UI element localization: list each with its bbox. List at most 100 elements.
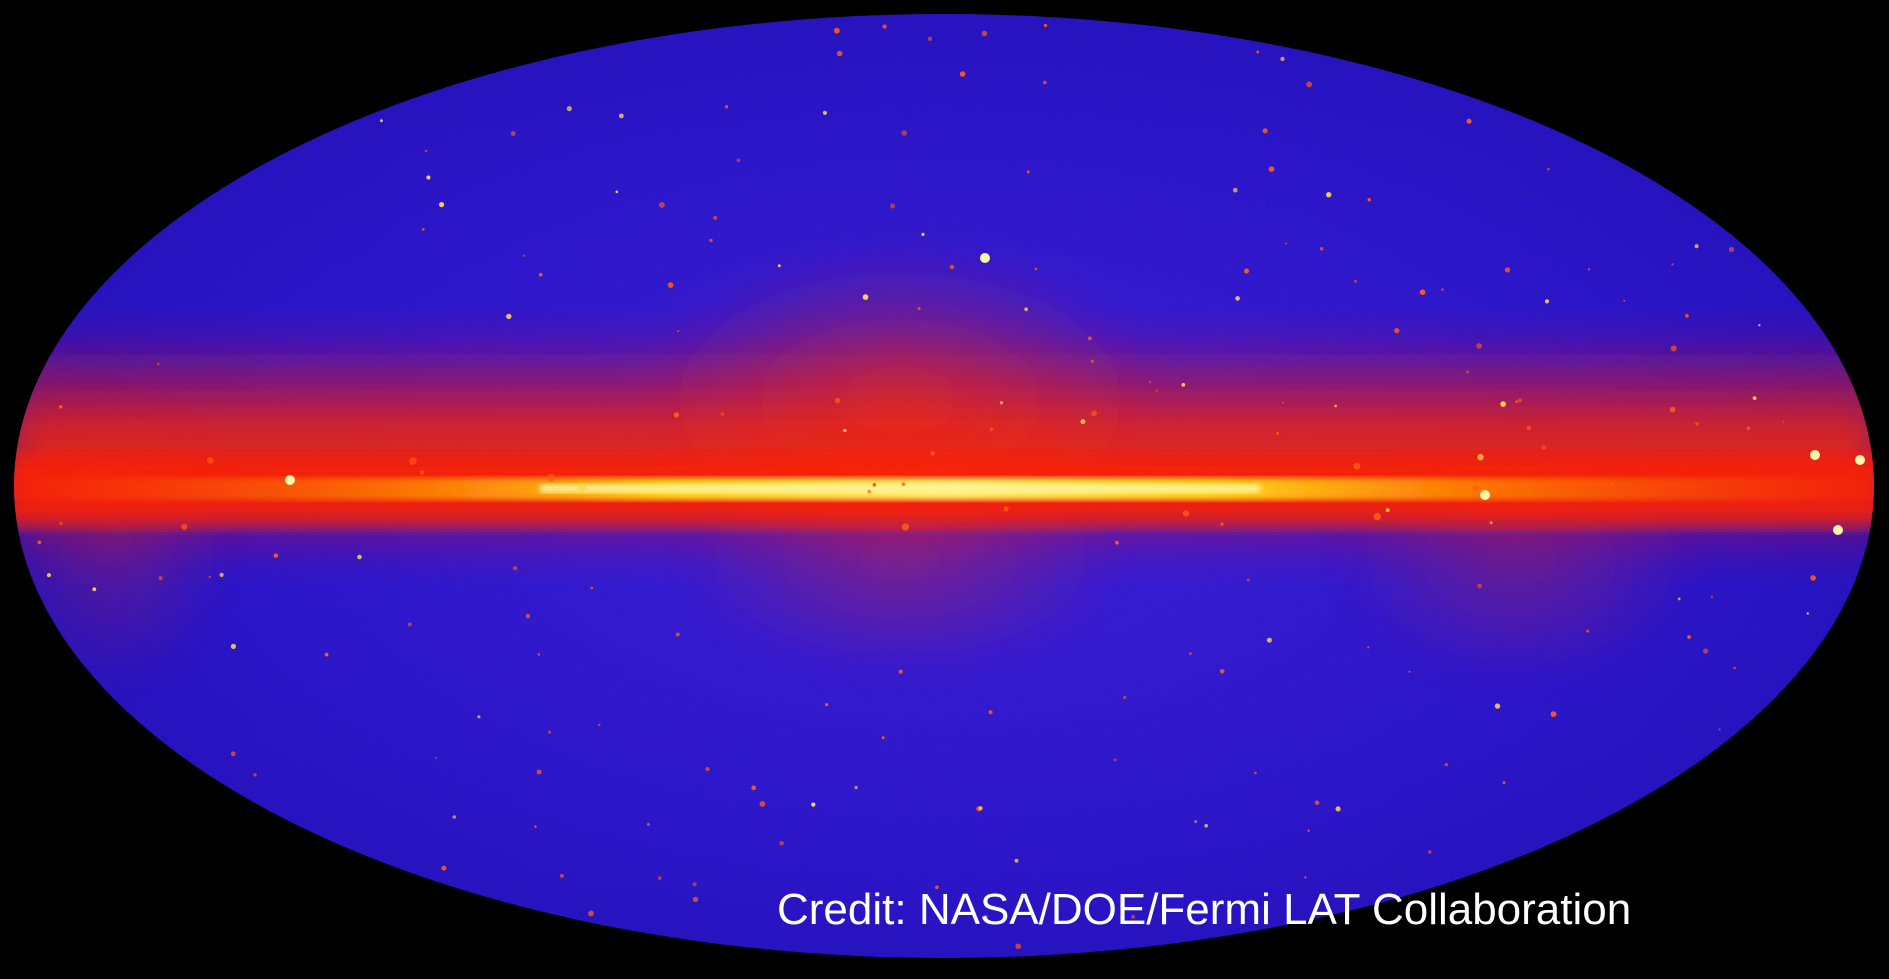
point-source <box>834 27 840 34</box>
point-source <box>705 766 710 772</box>
bright-source <box>1855 455 1865 465</box>
point-source <box>424 149 428 153</box>
point-source <box>935 885 939 890</box>
point-source <box>1204 823 1208 828</box>
point-source <box>219 572 224 578</box>
bright-source <box>980 253 990 263</box>
point-source <box>1502 781 1506 785</box>
point-source <box>207 457 214 464</box>
point-source <box>1194 820 1197 823</box>
point-sources <box>37 23 1865 950</box>
point-source <box>1623 299 1626 302</box>
point-source <box>230 643 236 650</box>
point-source <box>1373 512 1382 521</box>
point-source <box>1550 711 1557 717</box>
point-source <box>1280 56 1285 62</box>
point-source <box>667 282 674 288</box>
point-source <box>420 470 425 475</box>
point-source <box>988 710 993 715</box>
point-source <box>981 30 988 37</box>
point-source <box>811 802 816 807</box>
point-source <box>1782 420 1785 423</box>
point-source <box>1353 462 1361 470</box>
point-source <box>477 715 481 719</box>
point-source <box>253 773 257 777</box>
point-source <box>1003 506 1009 512</box>
point-source <box>1710 595 1713 598</box>
point-source <box>1276 431 1280 435</box>
point-source <box>1746 426 1751 431</box>
point-source <box>862 294 869 300</box>
point-source <box>380 119 383 123</box>
point-source <box>713 216 718 220</box>
point-source <box>1233 187 1238 193</box>
point-source <box>927 36 933 42</box>
point-source <box>890 203 896 209</box>
point-source <box>434 756 437 759</box>
bright-source <box>285 475 295 485</box>
point-source <box>675 632 680 637</box>
point-source <box>1806 612 1809 615</box>
point-source <box>1441 288 1444 291</box>
point-source <box>1043 80 1047 85</box>
point-source <box>825 703 829 707</box>
point-source <box>1728 246 1735 253</box>
point-source <box>1428 850 1432 854</box>
point-source <box>1489 521 1493 525</box>
point-source <box>1677 597 1681 601</box>
point-source <box>1306 81 1313 88</box>
point-source <box>1091 410 1097 417</box>
point-source <box>537 653 540 656</box>
point-source <box>1752 396 1757 400</box>
point-source <box>724 105 729 109</box>
point-source <box>1015 943 1021 950</box>
point-source <box>1385 508 1390 513</box>
point-source <box>1024 307 1028 312</box>
point-source <box>547 473 556 482</box>
point-source <box>452 815 457 819</box>
point-source <box>58 405 63 409</box>
point-source <box>1314 800 1320 806</box>
point-source <box>208 575 211 579</box>
point-source <box>881 736 885 740</box>
point-source <box>538 272 543 277</box>
credit-caption: Credit: NASA/DOE/Fermi LAT Collaboration <box>777 885 1632 934</box>
point-source <box>1335 806 1341 812</box>
point-source <box>659 202 665 208</box>
east-haze <box>14 390 230 690</box>
point-source <box>1695 422 1699 426</box>
point-source <box>999 401 1004 405</box>
point-source <box>930 450 936 456</box>
point-source <box>1188 652 1192 656</box>
point-source <box>872 482 877 487</box>
point-source <box>439 202 445 208</box>
point-source <box>1319 247 1324 251</box>
point-source <box>37 540 42 545</box>
point-source <box>46 573 51 578</box>
point-source <box>1181 383 1186 387</box>
point-source <box>1466 370 1469 374</box>
point-source <box>1182 510 1190 517</box>
point-source <box>1504 267 1511 273</box>
point-source <box>409 457 417 465</box>
point-source <box>506 313 512 320</box>
point-source <box>843 428 847 433</box>
point-source <box>1394 328 1400 334</box>
point-source <box>1256 50 1260 54</box>
point-source <box>273 553 279 558</box>
point-source <box>1547 167 1550 171</box>
point-source <box>822 110 828 115</box>
point-source <box>1419 289 1426 296</box>
point-source <box>1367 646 1370 649</box>
point-source <box>1526 425 1532 431</box>
point-source <box>619 113 624 119</box>
point-source <box>590 586 594 590</box>
point-source <box>901 523 910 531</box>
bright-source <box>1480 490 1490 500</box>
point-source <box>1687 635 1691 639</box>
point-source <box>1131 914 1136 920</box>
point-source <box>692 882 697 887</box>
point-source <box>1609 481 1615 487</box>
point-source <box>560 874 564 878</box>
